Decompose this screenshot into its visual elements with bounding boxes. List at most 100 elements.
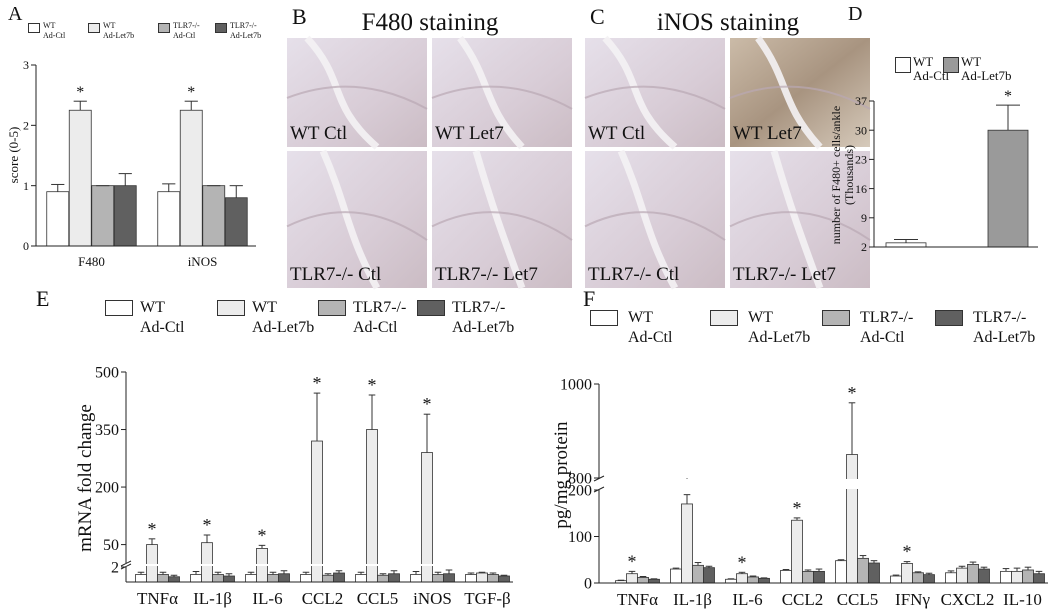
axis-break-gap [127,564,513,566]
micrograph-caption: TLR7-/- Ctl [588,264,679,285]
bar [1000,570,1012,584]
x-tick-label: TNFα [617,590,658,609]
tissue-edge [431,85,573,110]
bar [443,573,455,583]
x-tick-label: CCL2 [782,590,824,609]
legend-swatch [590,310,618,326]
bar [212,574,224,583]
bar [725,578,737,584]
bar [245,574,257,583]
legend-label: WT Ad-Let7b [252,299,315,336]
bar [987,129,1029,248]
significance-mark: * [848,383,857,403]
bar [91,185,115,247]
y-tick-label: 50 [103,537,119,554]
bar [190,574,202,583]
bar [681,503,693,584]
x-tick-label: CCL5 [837,590,879,609]
bar [157,574,169,583]
bar [637,577,649,584]
tissue-gap [319,149,381,290]
tissue-gap [770,150,824,290]
y-tick-label: 1000 [560,377,592,394]
bar [311,440,323,583]
bar [747,576,759,584]
legend-label: WT Ad-Ctl [43,21,66,40]
legend-swatch [28,23,40,33]
x-tick-label: iNOS [413,589,452,608]
tissue-edge [286,85,428,110]
bar [912,572,924,584]
bar [487,574,499,583]
legend-label: TLR7-/- Ad-Ctl [353,299,407,336]
significance-mark: * [368,375,377,395]
y-tick-label: 1 [23,179,29,193]
x-tick-label: iNOS [188,254,218,269]
bar [945,572,957,584]
bar [421,452,433,583]
x-tick-label: IL-6 [732,590,762,609]
y-tick-label: 37 [855,94,867,108]
legend-label: TLR7-/- Ad-Let7b [452,299,515,336]
bar [465,574,477,583]
bar [758,577,770,584]
bar [1022,569,1034,584]
legend-label: TLR7-/- Ad-Ctl [173,21,200,40]
tissue-gap [304,35,380,150]
bar [322,574,334,583]
legend-label: WT Ad-Let7b [103,21,135,40]
significance-mark: * [423,394,432,414]
tissue-edge [431,211,573,241]
y-tick-label: 16 [855,182,867,196]
panel-label: F [583,286,595,311]
bar [956,567,968,584]
legend-swatch [217,300,245,316]
legend-swatch [710,310,738,326]
tissue-edge [584,211,726,241]
bar [355,574,367,583]
bar [267,574,279,583]
micrograph-caption: WT Let7 [435,123,504,144]
panel-label: A [8,3,23,25]
significance-mark: * [258,525,267,545]
significance-mark: * [628,551,637,571]
y-tick-label: 350 [95,422,119,439]
y-axis-label: number of F480+ cells/ankle (Thousands) [828,105,856,245]
tissue-gap [472,150,526,290]
legend-label: WT Ad-Ctl [628,309,673,346]
tissue-gap [602,35,678,150]
bar [432,574,444,583]
bar [498,575,510,583]
bar [703,567,715,584]
bar [670,568,682,584]
tissue-gap [457,35,525,150]
bar [224,197,248,247]
tissue-edge [729,85,871,110]
x-tick-label: CCL5 [357,589,399,608]
axis-break-mark [593,486,605,493]
bar [626,573,638,584]
bar [648,578,660,584]
bar [201,542,213,583]
micrograph-caption: TLR7-/- Let7 [733,264,836,285]
bar [978,568,990,584]
panel-title: iNOS staining [657,9,800,36]
significance-mark: * [203,515,212,535]
bar [168,576,180,583]
legend-swatch [158,23,170,33]
y-tick-label: 800 [568,471,592,488]
bar [46,191,70,247]
significance-mark: * [76,84,84,101]
bar [377,574,389,583]
bar [835,560,847,584]
axis-break-mark [120,563,132,570]
bar [179,109,203,247]
bar [692,564,704,584]
y-tick-label: 200 [568,483,592,500]
significance-mark: * [793,498,802,518]
x-tick-label: IL-1β [193,589,232,608]
legend-label: WT Ad-Let7b [748,309,811,346]
legend-label: TLR7-/- Ad-Let7b [973,309,1036,346]
x-tick-label: TGF-β [464,589,510,608]
